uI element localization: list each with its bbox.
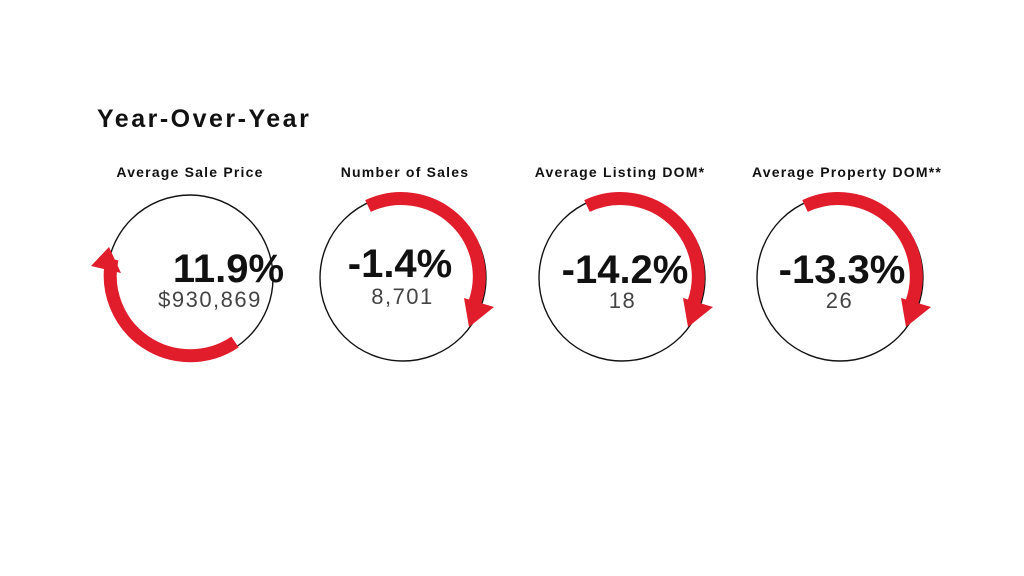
metric-value: $930,869 [158,287,262,312]
metric-value: 8,701 [371,284,434,309]
metric-value: 26 [825,288,854,313]
page-title: Year-Over-Year [97,105,312,133]
metric-change: 11.9% [172,247,285,291]
arrow-head [464,298,494,327]
arrow-arc [584,192,705,305]
up-arrow-ring-icon [91,194,274,363]
metric-label: Number of Sales [340,164,470,180]
metric-average-sale-price: Average Sale Price 11.9% $930,869 [80,160,300,380]
arrow-head [683,298,713,327]
down-arrow-ring-icon [756,192,931,362]
metric-value: 18 [608,288,637,313]
down-arrow-ring-icon [538,192,713,362]
metric-label: Average Listing DOM* [534,164,706,180]
arrow-arc [802,192,923,305]
arrow-head [901,298,931,327]
metric-number-of-sales: Number of Sales -1.4% 8,701 [295,160,515,380]
metric-change: -13.3% [778,248,906,292]
arrow-arc [365,192,486,305]
metric-label: Average Sale Price [116,164,264,180]
metric-average-property-dom: Average Property DOM** -13.3% 26 [737,160,957,380]
down-arrow-ring-icon [319,192,494,362]
metric-change: -14.2% [561,248,689,292]
metric-change: -1.4% [347,242,453,286]
arrow-arc [103,257,239,363]
metric-average-listing-dom: Average Listing DOM* -14.2% 18 [510,160,730,380]
arrow-head [91,247,121,273]
metric-label: Average Property DOM** [751,164,943,180]
